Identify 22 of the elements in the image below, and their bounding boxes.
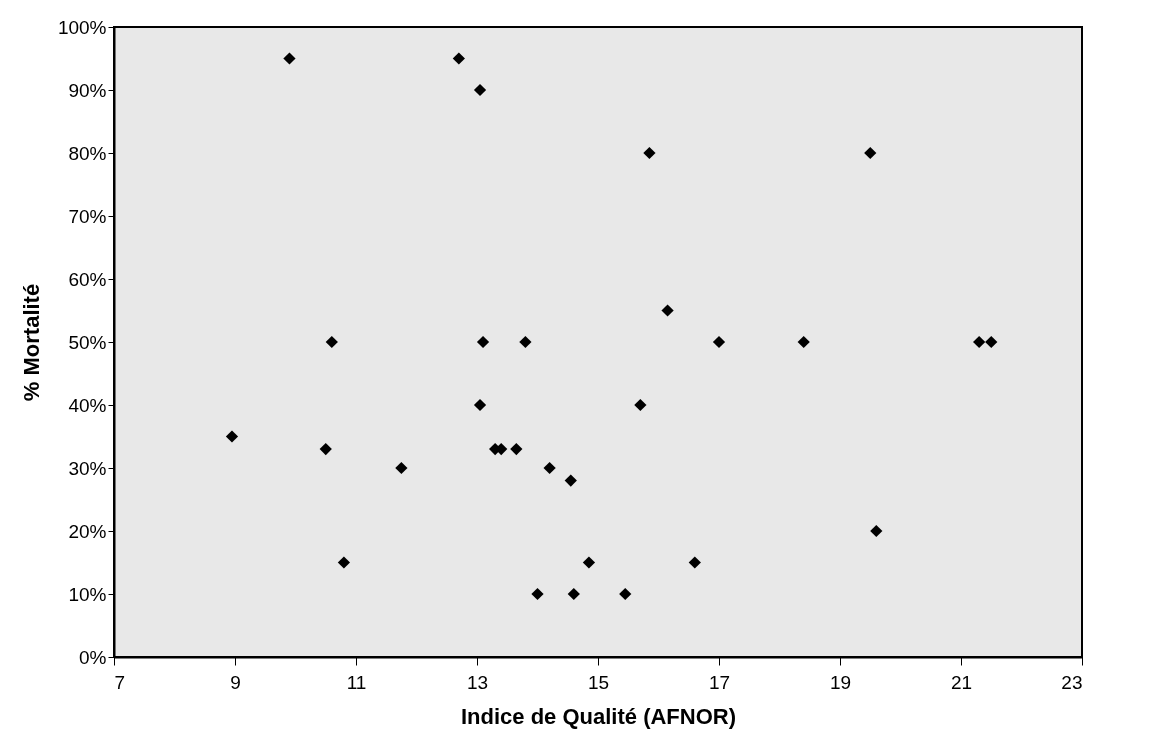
x-tick-label: 23 [1061,671,1083,693]
x-tick-label: 17 [708,671,731,693]
x-tick-label: 21 [950,671,973,693]
y-tick-label: 10% [68,583,107,605]
y-tick-label: 60% [68,268,107,290]
x-tick-label: 9 [230,671,241,693]
y-tick-label: 90% [68,79,107,101]
y-tick-label: 80% [68,142,107,164]
x-tick-label: 19 [829,671,852,693]
x-tick-label: 11 [346,671,367,693]
y-tick-label: 0% [79,646,107,668]
y-tick-label: 30% [68,457,107,479]
y-tick-label: 70% [68,205,107,227]
y-tick-label: 50% [68,331,107,353]
x-tick-label: 15 [587,671,610,693]
y-axis-title: % Mortalité [18,283,44,402]
x-tick-label: 13 [466,671,489,693]
x-axis-title: Indice de Qualité (AFNOR) [460,703,737,729]
y-tick-label: 20% [68,520,107,542]
y-tick-label: 100% [57,16,107,38]
y-tick-label: 40% [68,394,107,416]
x-tick-label: 7 [114,671,126,693]
